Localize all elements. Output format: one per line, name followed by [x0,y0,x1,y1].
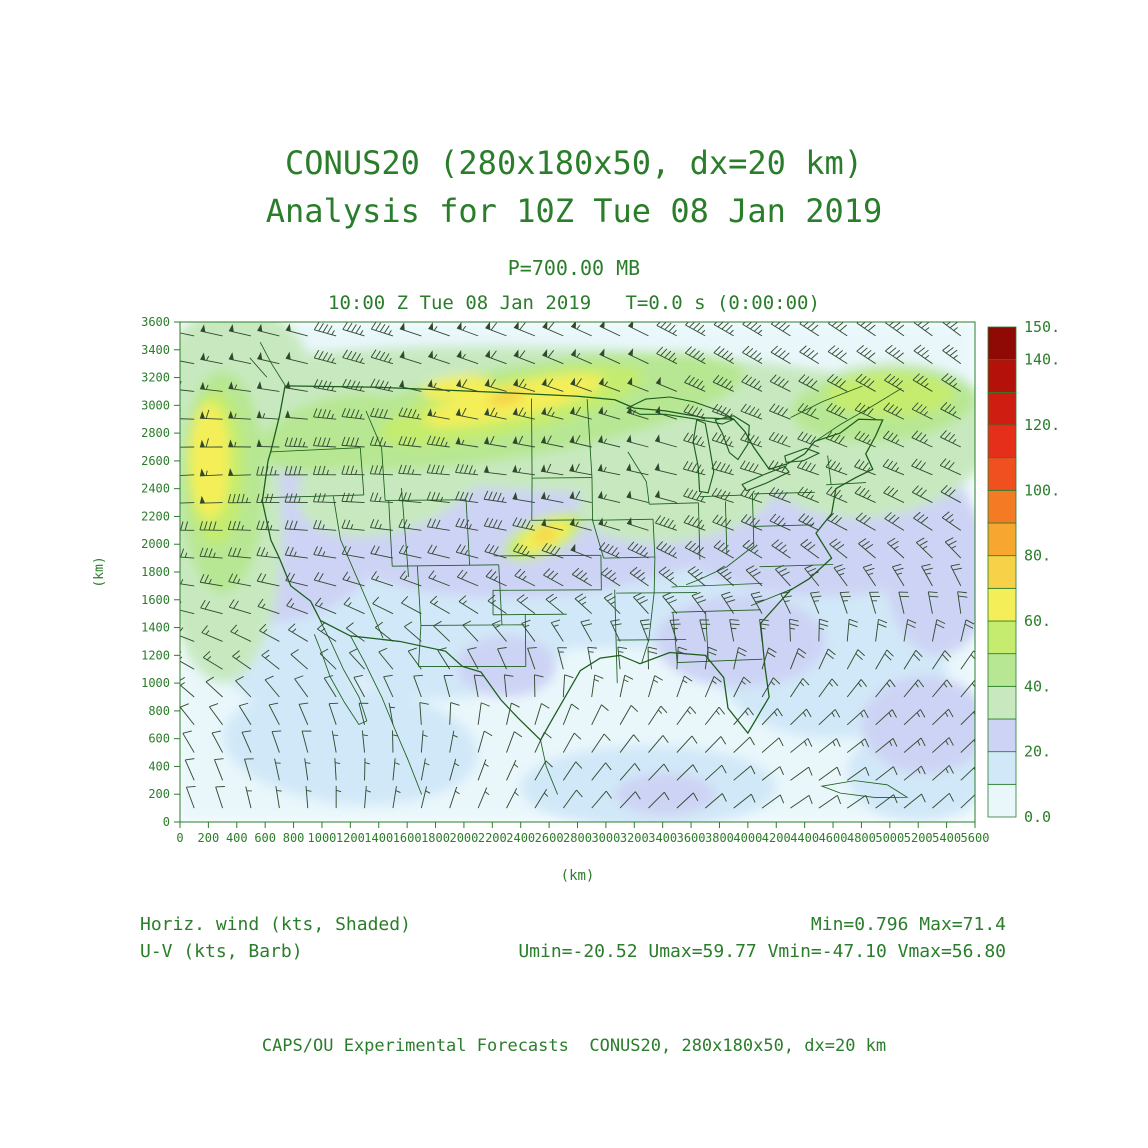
svg-text:1800: 1800 [141,565,170,579]
svg-text:4000: 4000 [733,831,762,845]
uv-minmax-label: Umin=-20.52 Umax=59.77 Vmin=-47.10 Vmax=… [518,941,1006,962]
svg-text:5000: 5000 [875,831,904,845]
svg-text:2800: 2800 [141,426,170,440]
svg-text:140.: 140. [1024,351,1060,369]
svg-text:2000: 2000 [449,831,478,845]
analysis-plot: 0 200 400 600 800 1000 1200 1400 1600 1800 2000 220… [92,315,1060,884]
svg-text:1400: 1400 [141,621,170,635]
geography-outlines [249,341,909,798]
svg-text:3200: 3200 [620,831,649,845]
wind-barbs [180,322,975,809]
svg-text:1600: 1600 [141,593,170,607]
svg-text:2400: 2400 [506,831,535,845]
svg-text:400: 400 [148,759,170,773]
title-line-1: CONUS20 (280x180x50, dx=20 km) [285,144,863,182]
svg-text:4800: 4800 [847,831,876,845]
svg-text:3200: 3200 [141,371,170,385]
svg-text:400: 400 [226,831,248,845]
svg-text:200: 200 [148,787,170,801]
svg-text:1000: 1000 [141,676,170,690]
footer-credit: CAPS/OU Experimental Forecasts CONUS20, … [261,1036,887,1056]
svg-text:3000: 3000 [141,398,170,412]
svg-text:3000: 3000 [591,831,620,845]
svg-text:5600: 5600 [961,831,990,845]
title-line-2: Analysis for 10Z Tue 08 Jan 2019 [265,192,883,230]
svg-text:120.: 120. [1024,416,1060,434]
svg-text:3600: 3600 [141,315,170,329]
svg-text:2600: 2600 [141,454,170,468]
svg-text:1600: 1600 [393,831,422,845]
svg-text:2000: 2000 [141,537,170,551]
svg-text:1400: 1400 [364,831,393,845]
svg-text:(km): (km) [561,868,595,884]
svg-text:3800: 3800 [705,831,734,845]
svg-text:0: 0 [163,815,170,829]
svg-text:2800: 2800 [563,831,592,845]
svg-text:5400: 5400 [932,831,961,845]
svg-text:20.: 20. [1024,743,1051,761]
svg-text:600: 600 [148,732,170,746]
svg-text:150.: 150. [1024,318,1060,336]
svg-text:3400: 3400 [141,343,170,357]
svg-text:5200: 5200 [904,831,933,845]
svg-text:60.: 60. [1024,612,1051,630]
svg-text:3400: 3400 [648,831,677,845]
svg-text:4200: 4200 [762,831,791,845]
axes: 0 200 400 600 800 1000 1200 1400 1600 1800 2000 220… [92,315,989,884]
svg-text:2600: 2600 [535,831,564,845]
pressure-level-label: P=700.00 MB [507,256,641,280]
svg-text:80.: 80. [1024,547,1051,565]
svg-text:(km): (km) [92,556,107,587]
svg-text:4400: 4400 [790,831,819,845]
svg-text:800: 800 [148,704,170,718]
map-area [180,322,975,823]
svg-text:4600: 4600 [819,831,848,845]
colorbar: 150. 140. 120. 100. 80. 60. 40. 20. 0.0 [987,318,1060,826]
svg-text:800: 800 [283,831,305,845]
wind-speed-shading [180,322,975,823]
svg-text:600: 600 [254,831,276,845]
legend-shaded-field: Horiz. wind (kts, Shaded) [140,914,411,935]
svg-text:1800: 1800 [421,831,450,845]
svg-text:3600: 3600 [677,831,706,845]
svg-text:2200: 2200 [478,831,507,845]
svg-text:0: 0 [176,831,183,845]
svg-text:200: 200 [198,831,220,845]
svg-text:2200: 2200 [141,509,170,523]
legend-barb-field: U-V (kts, Barb) [140,941,303,962]
svg-text:1000: 1000 [308,831,337,845]
svg-text:0.0: 0.0 [1024,808,1051,826]
valid-time-label: 10:00 Z Tue 08 Jan 2019 T=0.0 s (0:00:00… [328,292,820,314]
field-minmax-label: Min=0.796 Max=71.4 [810,914,1006,935]
svg-text:1200: 1200 [336,831,365,845]
svg-text:40.: 40. [1024,677,1051,695]
svg-text:1200: 1200 [141,648,170,662]
svg-text:2400: 2400 [141,482,170,496]
svg-text:100.: 100. [1024,481,1060,499]
